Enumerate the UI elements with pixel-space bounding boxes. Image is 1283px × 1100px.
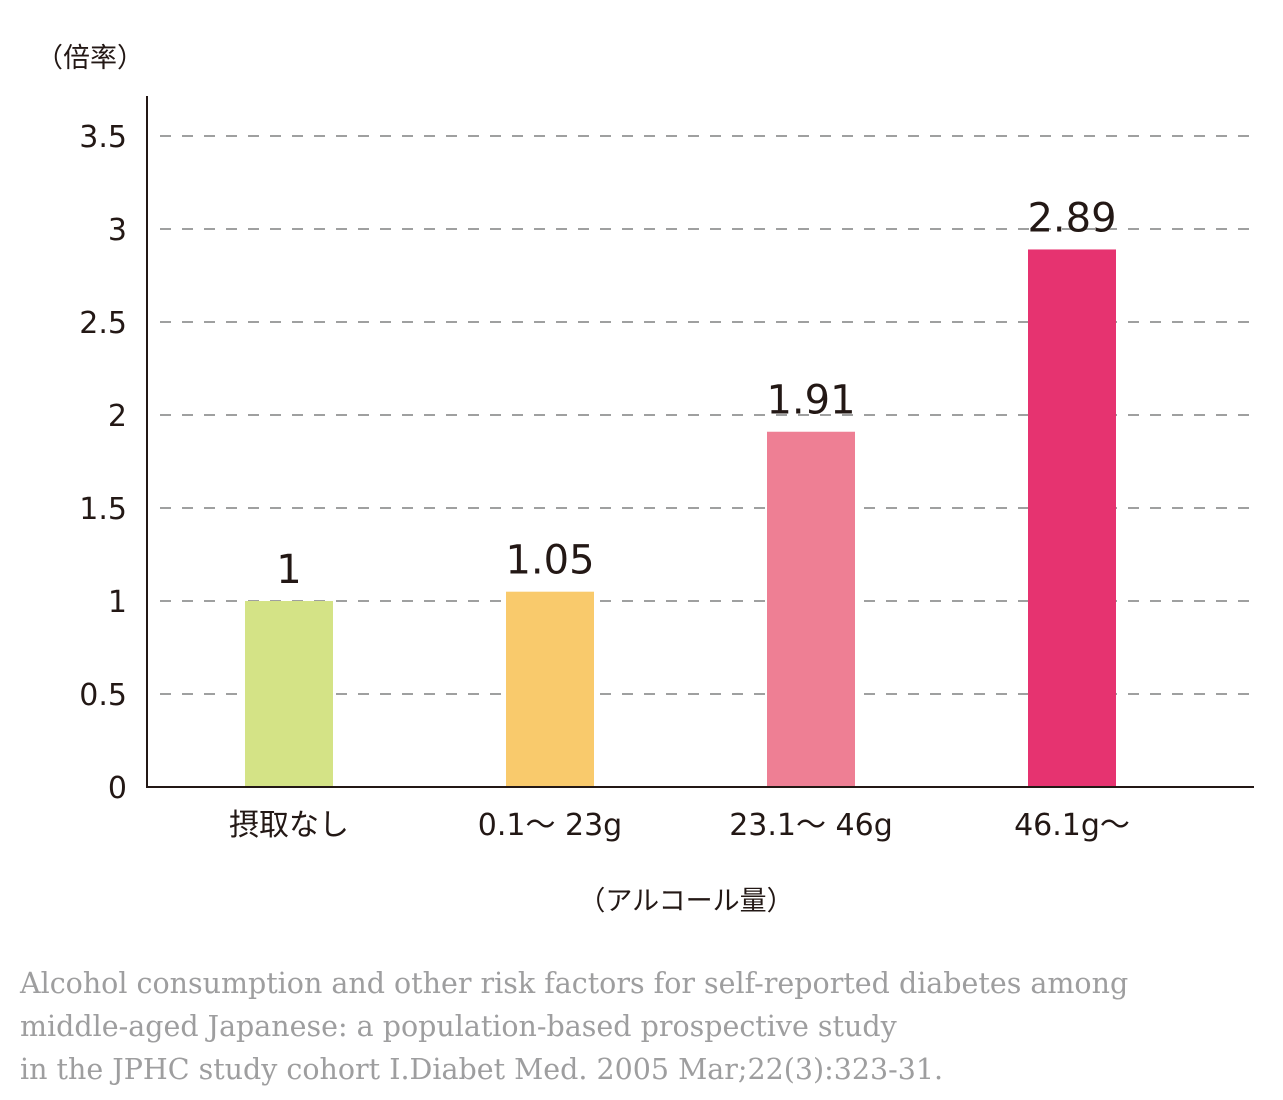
y-tick-label: 0.5: [79, 678, 127, 713]
y-tick-label: 3.5: [79, 120, 127, 155]
bar: [1028, 249, 1116, 787]
citation: Alcohol consumption and other risk facto…: [20, 962, 1280, 1091]
value-labels: 1 1.05 1.91 2.89: [276, 195, 1116, 593]
y-tick-label: 1: [108, 585, 127, 620]
data-label: 1.05: [505, 538, 594, 584]
citation-line: middle-aged Japanese: a population-based…: [20, 1010, 897, 1043]
category-label: 23.1〜 46g: [729, 808, 893, 843]
bar: [245, 601, 333, 787]
bar-chart: （倍率） 0 0.5 1 1.5 2 2.5 3 3.5 1 1.05 1.91 2.89 摂取なし…: [36, 43, 1254, 917]
y-tick-label: 1.5: [79, 492, 127, 527]
data-label: 1: [276, 547, 301, 593]
bar: [767, 431, 855, 787]
category-label: 46.1g〜: [1014, 808, 1130, 843]
data-label: 2.89: [1027, 195, 1116, 241]
bars: [245, 249, 1116, 787]
y-tick-label: 0: [108, 771, 127, 806]
citation-line: Alcohol consumption and other risk facto…: [20, 967, 1129, 1000]
y-tick-label: 3: [108, 213, 127, 248]
citation-line: in the JPHC study cohort I.Diabet Med. 2…: [20, 1053, 944, 1086]
y-axis-ticks: 0 0.5 1 1.5 2 2.5 3 3.5: [79, 120, 127, 806]
category-label: 摂取なし: [229, 808, 349, 843]
category-label: 0.1〜 23g: [478, 808, 622, 843]
category-labels: 摂取なし 0.1〜 23g 23.1〜 46g 46.1g〜: [229, 808, 1130, 843]
y-tick-label: 2.5: [79, 306, 127, 341]
y-tick-label: 2: [108, 399, 127, 434]
data-label: 1.91: [766, 378, 855, 424]
bar: [506, 591, 594, 787]
x-axis-label: （アルコール量）: [578, 886, 793, 917]
y-axis-unit-label: （倍率）: [36, 43, 144, 74]
